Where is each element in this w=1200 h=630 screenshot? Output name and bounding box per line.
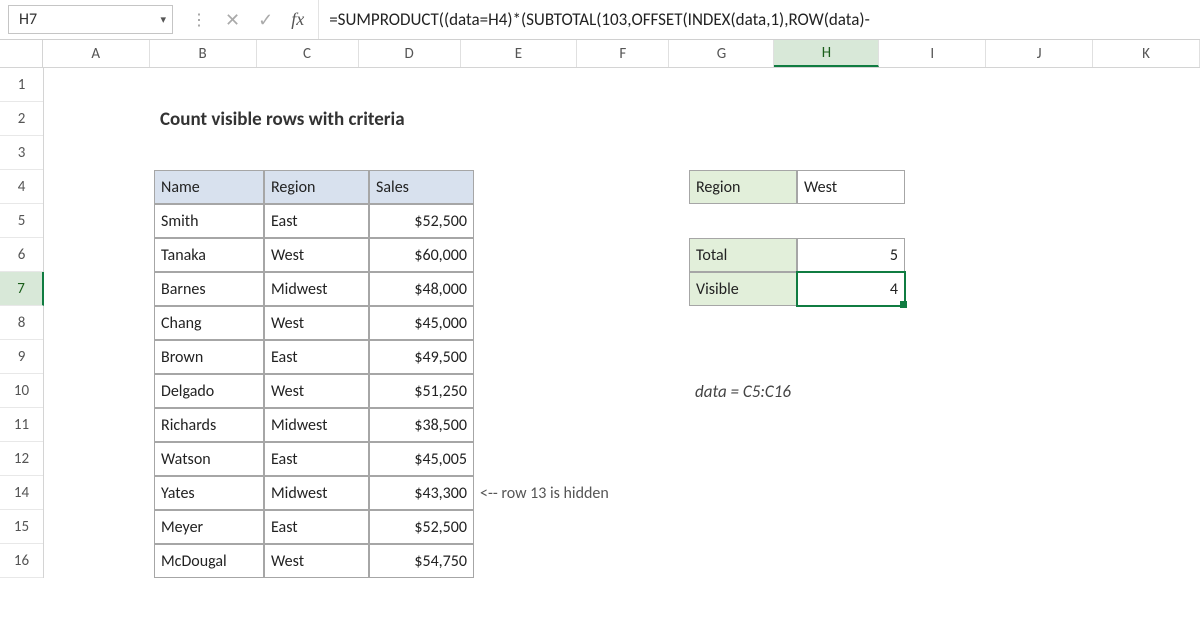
table-cell-name[interactable]: Delgado <box>154 374 264 408</box>
cell-reference: H7 <box>19 10 37 29</box>
table-cell-name[interactable]: Barnes <box>154 272 264 306</box>
table-cell-sales[interactable]: $54,750 <box>369 544 474 578</box>
row-header-4[interactable]: 4 <box>0 170 43 204</box>
row-header-14[interactable]: 14 <box>0 476 43 510</box>
column-header-G[interactable]: G <box>669 40 774 67</box>
table-cell-region[interactable]: East <box>264 510 369 544</box>
name-box-dropdown-icon[interactable]: ▾ <box>160 13 166 26</box>
column-header-J[interactable]: J <box>986 40 1093 67</box>
formula-input[interactable]: =SUMPRODUCT((data=H4)*(SUBTOTAL(103,OFFS… <box>318 0 1200 39</box>
column-header-B[interactable]: B <box>150 40 257 67</box>
table-cell-sales[interactable]: $45,005 <box>369 442 474 476</box>
table-cell-region[interactable]: East <box>264 204 369 238</box>
summary-visible-label[interactable]: Visible <box>689 272 797 306</box>
table-cell-region[interactable]: West <box>264 544 369 578</box>
row-header-3[interactable]: 3 <box>0 136 43 170</box>
row-header-11[interactable]: 11 <box>0 408 43 442</box>
summary-total-value[interactable]: 5 <box>797 238 905 272</box>
summary-total-label[interactable]: Total <box>689 238 797 272</box>
table-cell-sales[interactable]: $52,500 <box>369 510 474 544</box>
table-cell-name[interactable]: Yates <box>154 476 264 510</box>
row-header-2[interactable]: 2 <box>0 102 43 136</box>
table-cell-region[interactable]: Midwest <box>264 272 369 306</box>
select-all-corner[interactable] <box>0 40 43 67</box>
more-icon[interactable]: ⋮ <box>191 10 207 30</box>
table-cell-sales[interactable]: $49,500 <box>369 340 474 374</box>
table-cell-name[interactable]: Brown <box>154 340 264 374</box>
fx-icon[interactable]: fx <box>291 9 304 30</box>
table-cell-region[interactable]: East <box>264 340 369 374</box>
row-header-6[interactable]: 6 <box>0 238 43 272</box>
named-range-note: data = C5:C16 <box>689 374 905 408</box>
row-header-5[interactable]: 5 <box>0 204 43 238</box>
column-header-H[interactable]: H <box>774 40 879 67</box>
table-header-name[interactable]: Name <box>154 170 264 204</box>
column-header-D[interactable]: D <box>359 40 461 67</box>
enter-icon[interactable]: ✓ <box>258 9 273 31</box>
row-header-1[interactable]: 1 <box>0 68 43 102</box>
summary-region-value[interactable]: West <box>797 170 905 204</box>
column-header-E[interactable]: E <box>461 40 578 67</box>
table-cell-name[interactable]: Richards <box>154 408 264 442</box>
page-title: Count visible rows with criteria <box>154 102 594 136</box>
table-cell-region[interactable]: East <box>264 442 369 476</box>
table-cell-sales[interactable]: $52,500 <box>369 204 474 238</box>
table-cell-region[interactable]: Midwest <box>264 408 369 442</box>
table-cell-name[interactable]: Chang <box>154 306 264 340</box>
table-cell-sales[interactable]: $38,500 <box>369 408 474 442</box>
table-cell-sales[interactable]: $45,000 <box>369 306 474 340</box>
row-header-16[interactable]: 16 <box>0 544 43 578</box>
table-cell-region[interactable]: Midwest <box>264 476 369 510</box>
table-cell-name[interactable]: McDougal <box>154 544 264 578</box>
sheet: ABCDEFGHIJK 123456789101112141516 Count … <box>0 40 1200 578</box>
formula-bar-icons: ⋮ ✕ ✓ fx <box>183 0 318 39</box>
row-header-9[interactable]: 9 <box>0 340 43 374</box>
table-cell-region[interactable]: West <box>264 306 369 340</box>
table-cell-sales[interactable]: $48,000 <box>369 272 474 306</box>
column-header-A[interactable]: A <box>43 40 150 67</box>
row-header-10[interactable]: 10 <box>0 374 43 408</box>
table-cell-sales[interactable]: $43,300 <box>369 476 474 510</box>
table-header-region[interactable]: Region <box>264 170 369 204</box>
row-header-15[interactable]: 15 <box>0 510 43 544</box>
formula-bar: H7 ▾ ⋮ ✕ ✓ fx =SUMPRODUCT((data=H4)*(SUB… <box>0 0 1200 40</box>
column-headers: ABCDEFGHIJK <box>0 40 1200 68</box>
name-box[interactable]: H7 ▾ <box>8 5 173 34</box>
column-header-F[interactable]: F <box>577 40 669 67</box>
table-cell-sales[interactable]: $60,000 <box>369 238 474 272</box>
hidden-row-note: <-- row 13 is hidden <box>474 476 797 510</box>
table-cell-region[interactable]: West <box>264 238 369 272</box>
table-cell-name[interactable]: Watson <box>154 442 264 476</box>
row-headers: 123456789101112141516 <box>0 68 44 578</box>
fill-handle[interactable] <box>900 301 907 308</box>
row-header-7[interactable]: 7 <box>0 272 44 306</box>
summary-region-label[interactable]: Region <box>689 170 797 204</box>
cancel-icon[interactable]: ✕ <box>225 9 240 31</box>
formula-text: =SUMPRODUCT((data=H4)*(SUBTOTAL(103,OFFS… <box>329 9 870 30</box>
table-cell-region[interactable]: West <box>264 374 369 408</box>
row-header-8[interactable]: 8 <box>0 306 43 340</box>
table-cell-name[interactable]: Tanaka <box>154 238 264 272</box>
row-header-12[interactable]: 12 <box>0 442 43 476</box>
column-header-K[interactable]: K <box>1093 40 1200 67</box>
table-header-sales[interactable]: Sales <box>369 170 474 204</box>
table-cell-name[interactable]: Smith <box>154 204 264 238</box>
summary-visible-value[interactable]: 4 <box>797 272 905 306</box>
cells-area[interactable]: Count visible rows with criteriaNameRegi… <box>44 68 1200 578</box>
column-header-C[interactable]: C <box>257 40 359 67</box>
column-header-I[interactable]: I <box>879 40 986 67</box>
table-cell-name[interactable]: Meyer <box>154 510 264 544</box>
table-cell-sales[interactable]: $51,250 <box>369 374 474 408</box>
